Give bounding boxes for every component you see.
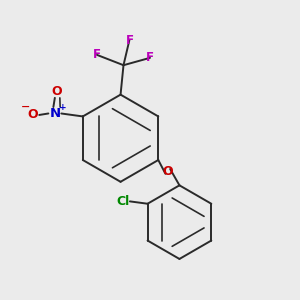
Text: O: O bbox=[27, 109, 38, 122]
Text: +: + bbox=[59, 103, 67, 112]
Text: F: F bbox=[93, 48, 101, 62]
Text: F: F bbox=[146, 51, 154, 64]
Text: −: − bbox=[21, 102, 31, 112]
Text: N: N bbox=[49, 107, 60, 120]
Text: O: O bbox=[163, 165, 173, 178]
Text: O: O bbox=[51, 85, 62, 98]
Text: Cl: Cl bbox=[116, 195, 129, 208]
Text: F: F bbox=[125, 34, 134, 47]
